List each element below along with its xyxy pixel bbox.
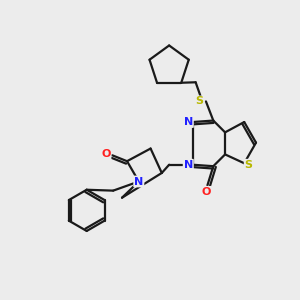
Text: S: S (244, 160, 253, 170)
Text: S: S (196, 96, 203, 106)
Text: N: N (184, 117, 193, 127)
Text: O: O (201, 187, 211, 197)
Text: N: N (134, 176, 143, 187)
Text: O: O (101, 149, 110, 159)
Text: N: N (184, 160, 193, 170)
